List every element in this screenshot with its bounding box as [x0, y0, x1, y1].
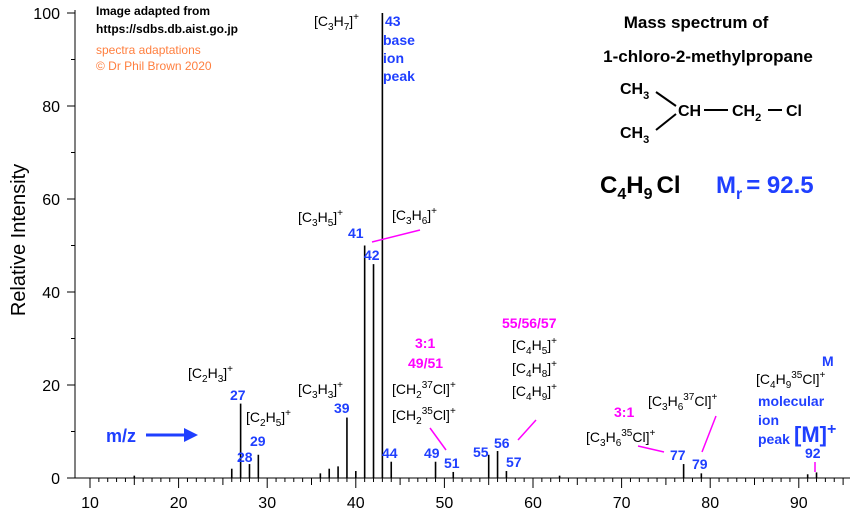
x-tick-label: 90	[790, 495, 808, 512]
ratio-label-49-51: 3:1	[415, 335, 435, 351]
x-axis-ticks: 10 20 30 40 50 60 70 80 90	[81, 478, 844, 512]
y-tick-label: 40	[42, 285, 60, 302]
peak-label-41: 41	[348, 225, 364, 241]
peak-label-55: 55	[473, 444, 489, 460]
structure-ch3-bottom: CH3	[620, 125, 649, 146]
base-word: base	[383, 32, 415, 48]
x-tick-label: 80	[701, 495, 719, 512]
x-tick-label: 50	[436, 495, 454, 512]
pointer-77	[637, 445, 665, 453]
peak-label-56: 56	[494, 435, 510, 451]
mz-label-49-51: 49/51	[408, 355, 443, 371]
bond-top	[655, 91, 677, 107]
pointer-79	[701, 415, 717, 453]
peak-label-57: 57	[506, 454, 522, 470]
peak-label-77: 77	[670, 447, 686, 463]
annotation-base-peak: [C3H7]+ 43 base ion peak	[314, 12, 415, 84]
credit-line-4: © Dr Phil Brown 2020	[96, 59, 212, 73]
peak-word: peak	[383, 68, 415, 84]
mz-label: m/z	[106, 426, 136, 446]
peak-label-39: 39	[334, 400, 350, 416]
ion-word-2: ion	[758, 412, 779, 428]
molecular-word: molecular	[758, 393, 825, 409]
ion-label-c3h5: [C3H5]+	[298, 208, 343, 229]
structural-formula: CH3 CH3 CH CH2 Cl	[620, 81, 802, 146]
peak-label-28: 28	[237, 449, 253, 465]
ion-word: ion	[383, 50, 404, 66]
ion-label-ch2-35cl: [CH235Cl]+	[392, 406, 456, 427]
pointer-c3h6	[371, 229, 421, 243]
ion-label-c4h5: [C4H5]+	[512, 336, 557, 357]
y-axis-label: Relative Intensity	[8, 164, 30, 316]
relative-molecular-mass: Mr = 92.5	[716, 172, 814, 203]
ion-label-c4h9-35cl: [C4H935Cl]+	[756, 370, 826, 391]
x-tick-label: 30	[258, 495, 276, 512]
structure-ch2: CH2	[732, 103, 761, 124]
spectrum-peaks	[133, 13, 818, 478]
pointer-55-57	[517, 419, 537, 441]
credit-line-1: Image adapted from	[96, 4, 210, 18]
group-label-55-56-57: 55/56/57	[502, 315, 557, 331]
peak-label-51: 51	[444, 455, 460, 471]
ion-label-c3h3: [C3H3]+	[298, 380, 343, 401]
peak-label-44: 44	[382, 445, 398, 461]
ion-label-c3h6-35cl: [C3H635Cl]+	[586, 428, 656, 449]
peak-word-2: peak	[758, 431, 790, 447]
ion-label-c3h7: [C3H7]+	[314, 12, 359, 33]
structure-ch3-top: CH3	[620, 81, 649, 102]
x-tick-label: 10	[81, 495, 99, 512]
ion-label-c3h6: [C3H6]+	[392, 206, 437, 227]
ion-label-c2h5: [C2H5]+	[246, 408, 291, 429]
peak-label-92: 92	[805, 445, 821, 461]
ion-label-c2h3: [C2H3]+	[188, 364, 233, 385]
credit-line-2: https://sdbs.db.aist.go.jp	[96, 22, 238, 36]
x-tick-label: 70	[613, 495, 631, 512]
ion-label-c4h8: [C4H8]+	[512, 359, 557, 380]
peak-label-49: 49	[424, 445, 440, 461]
mz-arrow-head	[184, 428, 198, 442]
molecular-ion-bracket: [M]+	[794, 421, 836, 447]
credit-line-3: spectra adaptations	[96, 43, 201, 57]
x-tick-label: 40	[347, 495, 365, 512]
y-tick-label: 60	[42, 192, 60, 209]
chart-title-line-1: Mass spectrum of	[624, 13, 769, 32]
x-tick-label: 60	[524, 495, 542, 512]
peak-label-29: 29	[250, 433, 266, 449]
peak-label-42: 42	[364, 247, 380, 263]
peak-label-43: 43	[385, 13, 401, 29]
molecular-formula: C4H9 Cl	[600, 172, 681, 203]
ion-label-c4h9: [C4H9]+	[512, 382, 557, 403]
bond-bottom	[655, 113, 677, 131]
y-tick-label: 20	[42, 378, 60, 395]
ratio-label-77-79: 3:1	[614, 404, 634, 420]
structure-ch: CH	[678, 103, 701, 120]
structure-cl: Cl	[786, 103, 802, 120]
ion-label-c3h6-37cl: [C3H637Cl]+	[648, 392, 718, 413]
y-tick-label: 80	[42, 99, 60, 116]
pointer-49-51	[429, 427, 447, 451]
m-top-label: M	[822, 353, 834, 369]
chart-title-line-2: 1-chloro-2-methylpropane	[603, 47, 813, 66]
y-axis-ticks: 0 20 40 60 80 100	[33, 6, 75, 488]
ion-label-ch2-37cl: [CH237Cl]+	[392, 380, 456, 401]
peak-label-27: 27	[230, 387, 246, 403]
y-tick-label: 100	[33, 6, 60, 23]
peak-label-79: 79	[692, 456, 708, 472]
x-tick-label: 20	[170, 495, 188, 512]
y-tick-label: 0	[51, 471, 60, 488]
